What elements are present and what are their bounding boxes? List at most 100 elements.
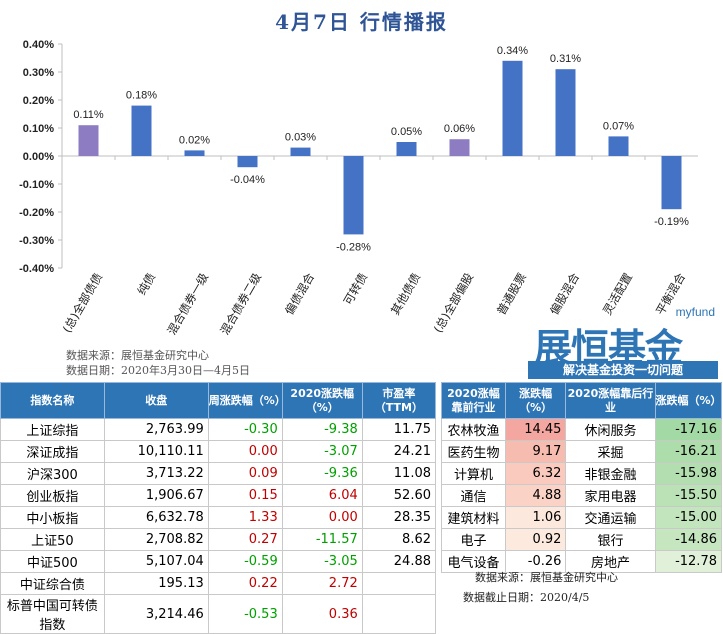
bottom-change-cell: -12.78 — [654, 550, 722, 573]
ytd-change-cell: -9.36 — [281, 462, 363, 485]
chart-date-note: 数据日期：2020年3月30日—4月5日 — [66, 364, 250, 377]
close-cell: 3,713.22 — [103, 462, 209, 485]
table-row: 中证500 5,107.04 -0.59 -3.05 24.88 — [0, 550, 437, 573]
category-label: 其他债债 — [388, 271, 423, 318]
data-label: 0.03% — [285, 132, 316, 144]
table-row: 中证综合债 195.13 0.22 2.72 — [0, 572, 437, 595]
y-tick-label: 0.40% — [23, 39, 54, 51]
top-industry-cell: 建筑材料 — [441, 506, 506, 529]
index-name-cell: 上证综指 — [0, 418, 105, 441]
index-name-cell: 中证综合债 — [0, 572, 105, 595]
bar — [396, 142, 417, 156]
table-row: 标普中国可转债指数 3,214.46 -0.53 0.36 — [0, 594, 437, 634]
bottom-change-cell: -15.50 — [654, 484, 722, 507]
bottom-industry-cell: 房地产 — [565, 550, 656, 573]
top-change-cell: 14.45 — [504, 418, 567, 441]
header-bottom-industry: 2020涨幅靠后行业 — [565, 382, 656, 419]
bottom-industry-cell: 交通运输 — [565, 506, 656, 529]
table-row: 中小板指 6,632.78 1.33 0.00 28.35 — [0, 506, 437, 529]
close-cell: 2,763.99 — [103, 418, 209, 441]
pe-cell: 24.21 — [361, 440, 437, 463]
logo-english-text: myfund — [675, 305, 715, 319]
pe-cell — [361, 572, 437, 595]
bar — [608, 136, 629, 156]
ytd-change-cell: -9.38 — [281, 418, 363, 441]
bar — [502, 60, 523, 156]
data-label: 0.18% — [126, 90, 157, 102]
data-label: 0.34% — [497, 45, 528, 57]
category-label: 纯债 — [134, 271, 158, 298]
pe-cell: 28.35 — [361, 506, 437, 529]
pe-cell: 52.60 — [361, 484, 437, 507]
week-change-cell: 0.09 — [207, 462, 283, 485]
bar — [237, 156, 258, 168]
bar — [555, 69, 576, 156]
pe-cell: 11.08 — [361, 462, 437, 485]
bar-chart: 0.40% 0.30% 0.20% 0.10% 0.00% -0.10% -0.20% -0.… — [19, 39, 698, 337]
data-label: -0.19% — [654, 216, 689, 228]
top-industry-cell: 农林牧渔 — [441, 418, 506, 441]
data-label: -0.04% — [230, 174, 265, 186]
header-top-change: 涨跌幅（%） — [504, 382, 567, 419]
category-label: 普通股票 — [494, 271, 529, 318]
ytd-change-cell: 6.04 — [281, 484, 363, 507]
week-change-cell: 0.00 — [207, 440, 283, 463]
index-name-cell: 深证成指 — [0, 440, 105, 463]
data-label: 0.07% — [603, 120, 634, 132]
table-row: 电气设备 -0.26 房地产 -12.78 — [441, 550, 722, 573]
week-change-cell: -0.53 — [207, 594, 283, 634]
y-tick-label: -0.10% — [19, 179, 54, 191]
y-tick-label: -0.40% — [19, 263, 54, 275]
index-table: 指数名称 收盘 周涨跌幅（%） 2020涨跌幅（%） 市盈率（TTM） 上证综指… — [0, 382, 437, 634]
close-cell: 195.13 — [103, 572, 209, 595]
bottom-industry-cell: 银行 — [565, 528, 656, 551]
top-industry-cell: 电子 — [441, 528, 506, 551]
data-label: 0.05% — [391, 126, 422, 138]
pe-cell: 11.75 — [361, 418, 437, 441]
top-industry-cell: 计算机 — [441, 462, 506, 485]
bottom-industry-cell: 家用电器 — [565, 484, 656, 507]
close-cell: 6,632.78 — [103, 506, 209, 529]
close-cell: 1,906.67 — [103, 484, 209, 507]
top-industry-cell: 医药生物 — [441, 440, 506, 463]
ytd-change-cell: 2.72 — [281, 572, 363, 595]
category-label: 混合债券一级 — [164, 270, 211, 337]
category-label: 可转债 — [341, 271, 370, 308]
category-label: 偏债混合 — [282, 270, 317, 317]
category-label: (总)全部偏股 — [431, 270, 477, 335]
brand-logo: myfund 展恒基金 解决基金投资一切问题 — [528, 305, 723, 380]
bottom-change-cell: -15.98 — [654, 462, 722, 485]
bar — [131, 105, 152, 156]
pe-cell: 24.88 — [361, 550, 437, 573]
bottom-change-cell: -14.86 — [654, 528, 722, 551]
bottom-industry-cell: 采掘 — [565, 440, 656, 463]
index-name-cell: 标普中国可转债指数 — [0, 594, 105, 634]
bar — [78, 125, 99, 156]
top-change-cell: 0.92 — [504, 528, 567, 551]
week-change-cell: 0.22 — [207, 572, 283, 595]
table-row: 上证综指 2,763.99 -0.30 -9.38 11.75 — [0, 418, 437, 441]
top-change-cell: 9.17 — [504, 440, 567, 463]
table-row: 医药生物 9.17 采掘 -16.21 — [441, 440, 722, 463]
header-week-change: 周涨跌幅（%） — [207, 382, 286, 419]
table-row: 沪深300 3,713.22 0.09 -9.36 11.08 — [0, 462, 437, 485]
ytd-change-cell: -3.05 — [281, 550, 363, 573]
header-bottom-change: 涨跌幅（%） — [654, 382, 722, 419]
ytd-change-cell: -3.07 — [281, 440, 363, 463]
header-ytd-change: 2020涨跌幅（%） — [281, 382, 363, 419]
category-label: (总)全部债债 — [60, 271, 105, 336]
data-label: -0.28% — [336, 241, 371, 253]
table-row: 创业板指 1,906.67 0.15 6.04 52.60 — [0, 484, 437, 507]
y-tick-label: 0.20% — [23, 95, 54, 107]
bottom-industry-cell: 非银金融 — [565, 462, 656, 485]
table-row: 农林牧渔 14.45 休闲服务 -17.16 — [441, 418, 722, 441]
data-label: 0.31% — [550, 53, 581, 65]
ytd-change-cell: 0.36 — [281, 594, 363, 634]
week-change-cell: -0.59 — [207, 550, 283, 573]
bottom-change-cell: -16.21 — [654, 440, 722, 463]
bottom-industry-cell: 休闲服务 — [565, 418, 656, 441]
table-row: 计算机 6.32 非银金融 -15.98 — [441, 462, 722, 485]
bar — [184, 150, 205, 156]
bar — [290, 147, 311, 156]
category-label: 混合债券二级 — [217, 270, 264, 337]
